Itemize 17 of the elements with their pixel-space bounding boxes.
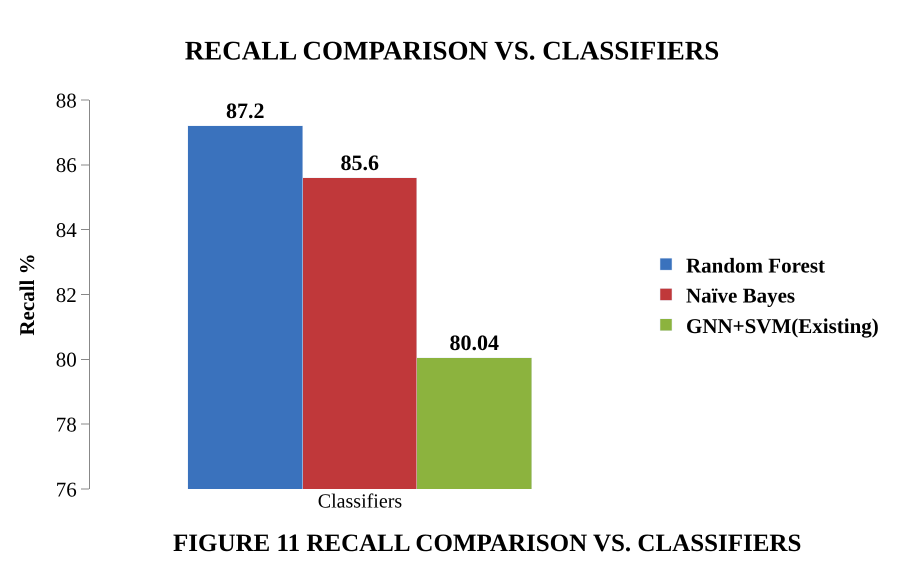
y-tick-label: 80 [56, 348, 77, 372]
chart-title: RECALL COMPARISON VS. CLASSIFIERS [184, 35, 720, 66]
y-axis-title: Recall % [14, 253, 39, 336]
y-tick-label: 76 [56, 477, 77, 502]
y-tick-label: 82 [56, 282, 77, 307]
y-tick-label: 84 [56, 218, 78, 242]
data-label: 85.6 [340, 150, 379, 175]
data-label: 80.04 [450, 330, 499, 355]
x-axis-title: Classifiers [318, 490, 402, 512]
caption: FIGURE 11 RECALL COMPARISON VS. CLASSIFIERS [173, 530, 802, 557]
legend-label: Naïve Bayes [686, 284, 796, 308]
y-tick-label: 88 [56, 88, 77, 112]
y-tick-label: 78 [56, 412, 77, 437]
legend-label: GNN+SVM(Existing) [686, 314, 879, 338]
y-tick-label: 86 [56, 153, 77, 178]
data-label: 87.2 [226, 98, 264, 123]
legend-label: Random Forest [686, 253, 826, 278]
